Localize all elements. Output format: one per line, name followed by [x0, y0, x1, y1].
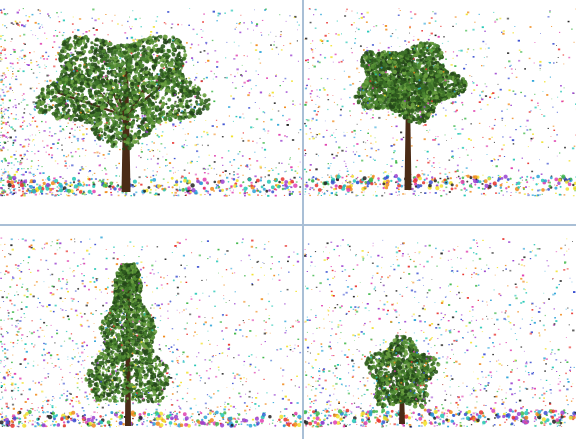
- tree-crown: [364, 334, 441, 410]
- ground-particles: [0, 175, 302, 194]
- ground-particles: [0, 409, 302, 428]
- bottom-left-tree-scene: [0, 236, 302, 428]
- panel-bottom-left: [0, 226, 302, 439]
- tree-crown: [76, 262, 181, 404]
- tree-crown: [353, 41, 468, 125]
- panel-bottom-right: [304, 226, 576, 439]
- top-left-tree-scene: [0, 8, 302, 197]
- panel-top-left: [0, 0, 302, 224]
- particle-field: [304, 238, 576, 428]
- ground-particles: [305, 173, 576, 192]
- bottom-right-tree-scene: [304, 238, 576, 428]
- vertical-divider[interactable]: [302, 0, 304, 439]
- tree-crown: [35, 34, 211, 151]
- panel-top-right: [304, 0, 576, 224]
- ground-particles: [304, 408, 576, 426]
- particle-field: [304, 8, 576, 197]
- horizontal-divider[interactable]: [0, 224, 576, 226]
- top-right-tree-scene: [304, 8, 576, 197]
